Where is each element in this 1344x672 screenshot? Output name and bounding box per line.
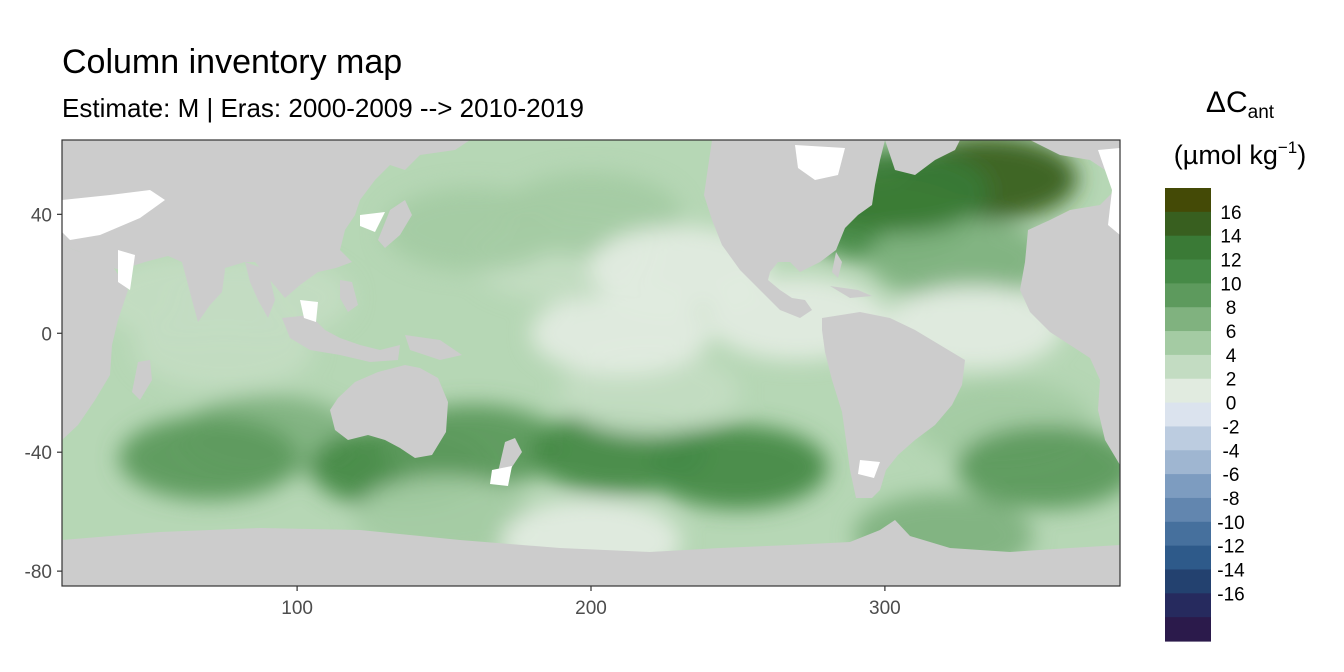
legend-label: 6 [1226,322,1237,343]
no-data-river-plate [858,460,880,478]
land-philippines [340,280,358,312]
y-axis: 40 0 -40 -80 [25,205,62,583]
ocean-region-15 [647,425,828,510]
legend-label: -12 [1217,537,1244,558]
legend-swatch [1165,474,1211,499]
land-indochina [245,262,275,318]
y-tick-label: 40 [31,205,52,226]
legend-swatch [1165,211,1211,237]
land-south-america [822,312,965,498]
y-tick-label: 0 [41,324,52,345]
no-data-south-china-sea [300,300,318,322]
legend-swatch [1165,188,1211,213]
legend-swatch [1165,378,1211,404]
legend-swatch [1165,617,1211,642]
land-north-america [704,140,885,318]
land-madagascar [132,360,152,400]
legend-swatch [1165,545,1211,571]
legend-swatch [1165,569,1211,594]
land-indonesia [282,315,400,362]
legend-colorbar [1165,188,1211,642]
land-new-guinea [405,335,462,360]
legend-label: -2 [1223,417,1240,438]
legend-label: -8 [1223,489,1240,510]
y-tick-label: -40 [25,443,52,464]
legend-swatch [1165,354,1211,380]
x-tick-label: 300 [869,598,901,619]
y-tick-label: -80 [25,562,52,583]
legend-swatch [1165,521,1211,547]
legend-label: -14 [1217,560,1245,581]
no-data-central-asia [118,250,135,290]
ocean-region-2 [868,216,1049,301]
legend-swatch [1165,593,1211,618]
legend-swatch [1165,426,1211,451]
legend-title-main: ΔC [1206,86,1248,119]
land-india [182,262,225,322]
legend-swatch [1165,259,1211,284]
no-data-nz-plateau [490,466,512,486]
legend-unit-close: ) [1297,140,1306,170]
legend-title-sub: ant [1248,102,1275,123]
ocean-region-8 [118,416,299,501]
ocean-region-20 [383,187,564,272]
legend-label: 14 [1220,227,1242,248]
no-data-arctic-islands [1098,148,1120,235]
legend-unit-text: (µmol kg [1174,140,1278,170]
legend-label: -10 [1217,513,1244,534]
map-panel [62,140,1120,586]
legend-title: ΔCant [1206,86,1275,123]
legend-label: -16 [1217,584,1244,605]
land-antarctica [62,520,1120,586]
ocean-region-17 [530,291,711,376]
legend-unit: (µmol kg−1) [1174,138,1306,170]
no-data-mongolia [360,212,385,232]
legend-label: 12 [1220,251,1241,272]
legend-label: 10 [1220,274,1241,295]
land-australia [330,365,448,458]
legend-label: 8 [1226,298,1237,319]
land-asia [62,140,470,300]
ocean-region-11 [133,306,314,391]
no-data-hudson [795,145,845,180]
legend-swatch [1165,283,1211,308]
legend-swatch [1165,450,1211,475]
legend-unit-sup: −1 [1278,138,1297,157]
legend-label: -6 [1223,465,1240,486]
legend-label: 2 [1226,370,1237,391]
chart-title: Column inventory map [62,43,403,81]
x-tick-label: 100 [281,598,313,619]
no-data-patches [62,145,1120,486]
land-caribbean [830,252,872,298]
land-africa-west [1020,140,1120,465]
legend-swatch [1165,307,1211,332]
legend-label: 16 [1220,203,1241,224]
land-japan [378,200,412,248]
legend-swatch [1165,497,1211,523]
land-africa [62,245,128,440]
legend-label: 0 [1226,394,1237,415]
land-new-zealand [498,438,522,472]
legend-label: 4 [1226,346,1237,367]
x-tick-label: 200 [575,598,607,619]
no-data-siberia [62,190,165,240]
legend-swatch [1165,331,1211,356]
legend-swatch [1165,402,1211,428]
chart-subtitle: Estimate: M | Eras: 2000-2009 --> 2010-2… [62,93,584,123]
legend-label: -4 [1223,441,1240,462]
land-greenland [885,140,960,175]
ocean-region-5 [956,425,1120,510]
legend-swatch [1165,235,1211,261]
land-mask [62,140,1120,586]
x-axis: 100 200 300 [281,586,901,619]
